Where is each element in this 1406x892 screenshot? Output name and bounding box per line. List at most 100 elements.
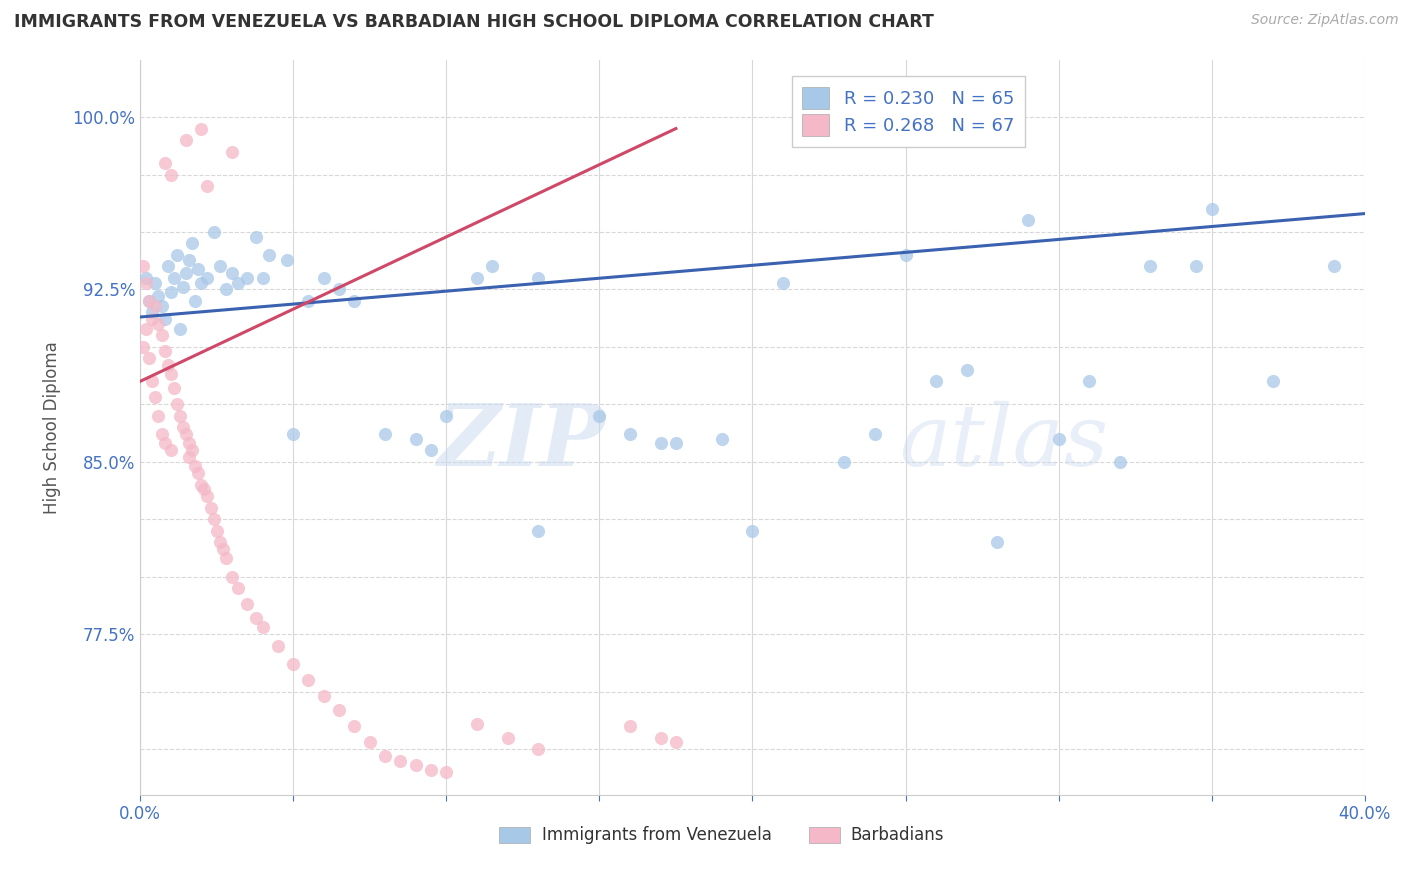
Point [665, 735, 688, 749]
Point [650, 436, 672, 450]
Point [187, 467, 209, 481]
Point [420, 443, 443, 458]
Point [145, 391, 167, 405]
Point [283, 427, 305, 442]
Point [312, 690, 335, 704]
Point [138, 293, 160, 308]
Point [153, 312, 176, 326]
Point [257, 248, 280, 262]
Point [159, 443, 181, 458]
Point [172, 420, 194, 434]
Point [986, 535, 1008, 549]
Point [405, 758, 427, 772]
Point [420, 763, 443, 777]
Point [156, 260, 179, 274]
Point [236, 271, 259, 285]
Point [150, 427, 173, 442]
Point [184, 293, 207, 308]
Point [169, 409, 191, 423]
Point [619, 427, 641, 442]
Point [141, 375, 163, 389]
Text: Barbadians: Barbadians [851, 826, 945, 844]
Point [135, 276, 157, 290]
Point [925, 375, 948, 389]
Point [1078, 375, 1101, 389]
Point [174, 266, 197, 280]
Point [221, 570, 243, 584]
Point [184, 459, 207, 474]
Point [328, 282, 350, 296]
Point [328, 703, 350, 717]
Point [215, 551, 238, 566]
Text: Source: ZipAtlas.com: Source: ZipAtlas.com [1251, 13, 1399, 28]
Point [252, 271, 274, 285]
Point [153, 344, 176, 359]
Point [177, 252, 200, 267]
Point [132, 260, 155, 274]
Point [1047, 432, 1070, 446]
Point [252, 620, 274, 634]
Point [389, 754, 412, 768]
Point [343, 293, 366, 308]
Point [956, 363, 979, 377]
Point [177, 450, 200, 465]
Point [159, 285, 181, 299]
Point [434, 409, 457, 423]
Point [141, 312, 163, 326]
Text: Immigrants from Venezuela: Immigrants from Venezuela [541, 826, 772, 844]
Point [190, 477, 212, 491]
Point [221, 145, 243, 159]
Point [197, 489, 219, 503]
Point [153, 156, 176, 170]
Point [181, 236, 204, 251]
Point [148, 317, 170, 331]
Point [190, 121, 212, 136]
Point [172, 280, 194, 294]
Point [267, 639, 290, 653]
Point [710, 432, 733, 446]
Point [193, 483, 215, 497]
Point [221, 266, 243, 280]
Text: atlas: atlas [900, 401, 1108, 483]
Point [138, 293, 160, 308]
Point [481, 260, 503, 274]
Point [150, 328, 173, 343]
Point [405, 432, 427, 446]
Point [208, 535, 231, 549]
Point [159, 368, 181, 382]
Point [1323, 260, 1346, 274]
Point [150, 299, 173, 313]
Point [226, 581, 249, 595]
Point [174, 133, 197, 147]
Point [135, 271, 157, 285]
Point [283, 657, 305, 671]
Point [135, 321, 157, 335]
Point [236, 597, 259, 611]
Point [226, 276, 249, 290]
Point [166, 248, 188, 262]
Text: IMMIGRANTS FROM VENEZUELA VS BARBADIAN HIGH SCHOOL DIPLOMA CORRELATION CHART: IMMIGRANTS FROM VENEZUELA VS BARBADIAN H… [14, 13, 934, 31]
Point [174, 427, 197, 442]
Point [148, 409, 170, 423]
Point [650, 731, 672, 745]
Point [200, 500, 222, 515]
Point [894, 248, 917, 262]
Point [163, 381, 186, 395]
Point [588, 409, 610, 423]
Point [245, 611, 267, 625]
Point [190, 276, 212, 290]
Point [156, 359, 179, 373]
Point [141, 305, 163, 319]
Point [359, 735, 381, 749]
Point [163, 271, 186, 285]
Point [1261, 375, 1284, 389]
Point [527, 742, 550, 756]
Y-axis label: High School Diploma: High School Diploma [44, 341, 60, 514]
Point [138, 351, 160, 366]
Point [132, 340, 155, 354]
Point [159, 168, 181, 182]
Point [177, 436, 200, 450]
Point [215, 282, 238, 296]
Point [741, 524, 763, 538]
Point [245, 229, 267, 244]
